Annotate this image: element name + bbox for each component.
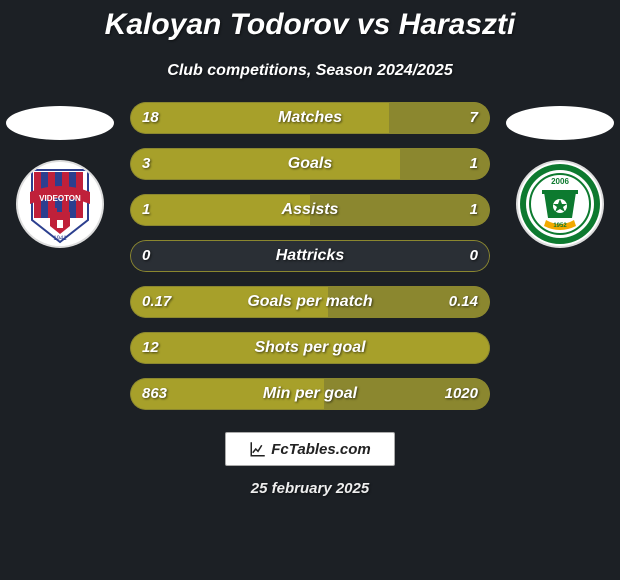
stat-label: Matches (130, 102, 490, 134)
date-text: 25 february 2025 (0, 480, 620, 497)
stat-label: Goals per match (130, 286, 490, 318)
svg-text:2006: 2006 (551, 177, 569, 186)
stats-bars: 18Matches73Goals11Assists10Hattricks00.1… (120, 102, 500, 410)
left-player-placeholder (6, 106, 114, 140)
stat-right-value: 0 (470, 240, 478, 272)
stat-row: 863Min per goal1020 (130, 378, 490, 410)
svg-text:1952: 1952 (553, 223, 567, 229)
left-club-badge: VIDEOTON 1941 (18, 162, 102, 246)
stat-right-value: 1 (470, 148, 478, 180)
watermark: FcTables.com (225, 432, 395, 466)
stat-label: Assists (130, 194, 490, 226)
svg-text:1941: 1941 (53, 236, 67, 242)
stat-row: 0.17Goals per match0.14 (130, 286, 490, 318)
stat-label: Min per goal (130, 378, 490, 410)
right-club-badge: 2006 1952 (518, 162, 602, 246)
page-subtitle: Club competitions, Season 2024/2025 (0, 62, 620, 80)
stat-right-value: 1020 (445, 378, 478, 410)
stat-label: Goals (130, 148, 490, 180)
stat-label: Hattricks (130, 240, 490, 272)
stat-row: 0Hattricks0 (130, 240, 490, 272)
paksi-badge-icon: 2006 1952 (518, 162, 602, 246)
videoton-badge-icon: VIDEOTON 1941 (18, 162, 102, 246)
comparison-panel: VIDEOTON 1941 18Matches73Goals11Assists1… (0, 102, 620, 410)
watermark-text: FcTables.com (271, 441, 370, 458)
svg-text:VIDEOTON: VIDEOTON (39, 194, 81, 203)
stat-row: 3Goals1 (130, 148, 490, 180)
left-side: VIDEOTON 1941 (0, 102, 120, 410)
stat-row: 1Assists1 (130, 194, 490, 226)
stat-right-value: 7 (470, 102, 478, 134)
page-title: Kaloyan Todorov vs Haraszti (0, 0, 620, 42)
stat-right-value: 1 (470, 194, 478, 226)
stat-row: 18Matches7 (130, 102, 490, 134)
right-player-placeholder (506, 106, 614, 140)
right-side: 2006 1952 (500, 102, 620, 410)
stat-row: 12Shots per goal (130, 332, 490, 364)
stat-label: Shots per goal (130, 332, 490, 364)
chart-icon (249, 440, 267, 458)
stat-right-value: 0.14 (449, 286, 478, 318)
